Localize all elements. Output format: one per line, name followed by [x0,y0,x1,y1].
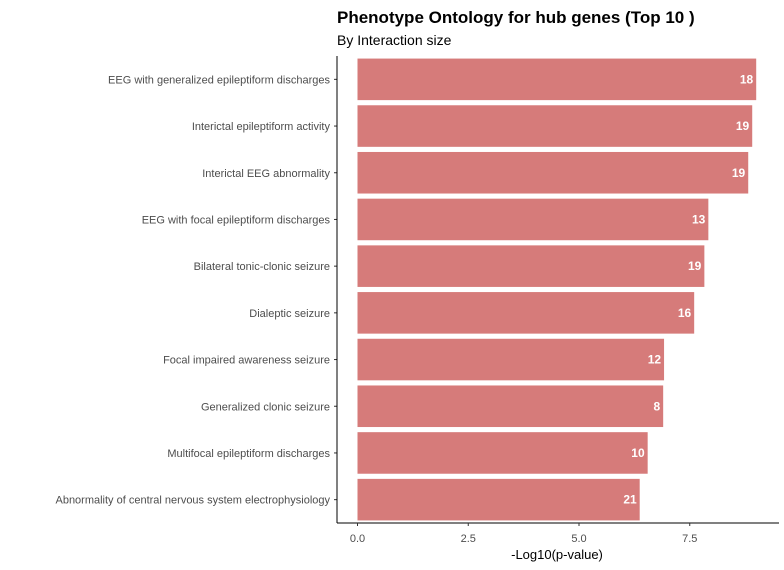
category-label: Dialeptic seizure [249,308,330,320]
bar [357,478,640,521]
category-label: Bilateral tonic-clonic seizure [194,261,330,273]
bar [357,432,648,474]
bar [357,338,665,381]
bar-data-label: 13 [692,212,706,226]
bar-data-label: 8 [653,399,660,413]
category-label: Interictal epileptiform activity [192,121,331,133]
bar-data-label: 12 [648,353,662,367]
x-tick-label: 5.0 [571,533,586,545]
category-label: EEG with focal epileptiform discharges [142,214,331,226]
x-tick-label: 2.5 [461,533,476,545]
bar [357,245,705,287]
bar [357,385,664,428]
x-tick-label: 0.0 [350,533,365,545]
category-label: Focal impaired awareness seizure [163,355,330,367]
bar [357,151,749,194]
category-label: EEG with generalized epileptiform discha… [108,74,330,86]
x-axis-title: -Log10(p-value) [511,547,603,562]
bar [357,58,757,101]
axes-layer: EEG with generalized epileptiform discha… [55,56,779,545]
bar-data-label: 19 [732,166,746,180]
chart-subtitle: By Interaction size [337,32,452,48]
category-label: Interictal EEG abnormality [202,168,330,180]
chart-title: Phenotype Ontology for hub genes (Top 10… [337,8,695,27]
bars-layer: 18 19 19 13 19 16 12 8 10 21 [357,58,757,521]
bar [357,105,753,147]
bar-data-label: 10 [631,446,645,460]
bar-data-label: 21 [623,493,637,507]
x-tick-label: 7.5 [682,533,697,545]
bar-data-label: 16 [678,306,692,320]
bar-data-label: 19 [688,259,702,273]
category-label: Multifocal epileptiform discharges [167,448,330,460]
bar-data-label: 18 [740,72,754,86]
category-label: Generalized clonic seizure [201,401,330,413]
bar [357,198,709,241]
bar-data-label: 19 [736,119,750,133]
category-label: Abnormality of central nervous system el… [55,495,330,507]
bar [357,292,695,334]
